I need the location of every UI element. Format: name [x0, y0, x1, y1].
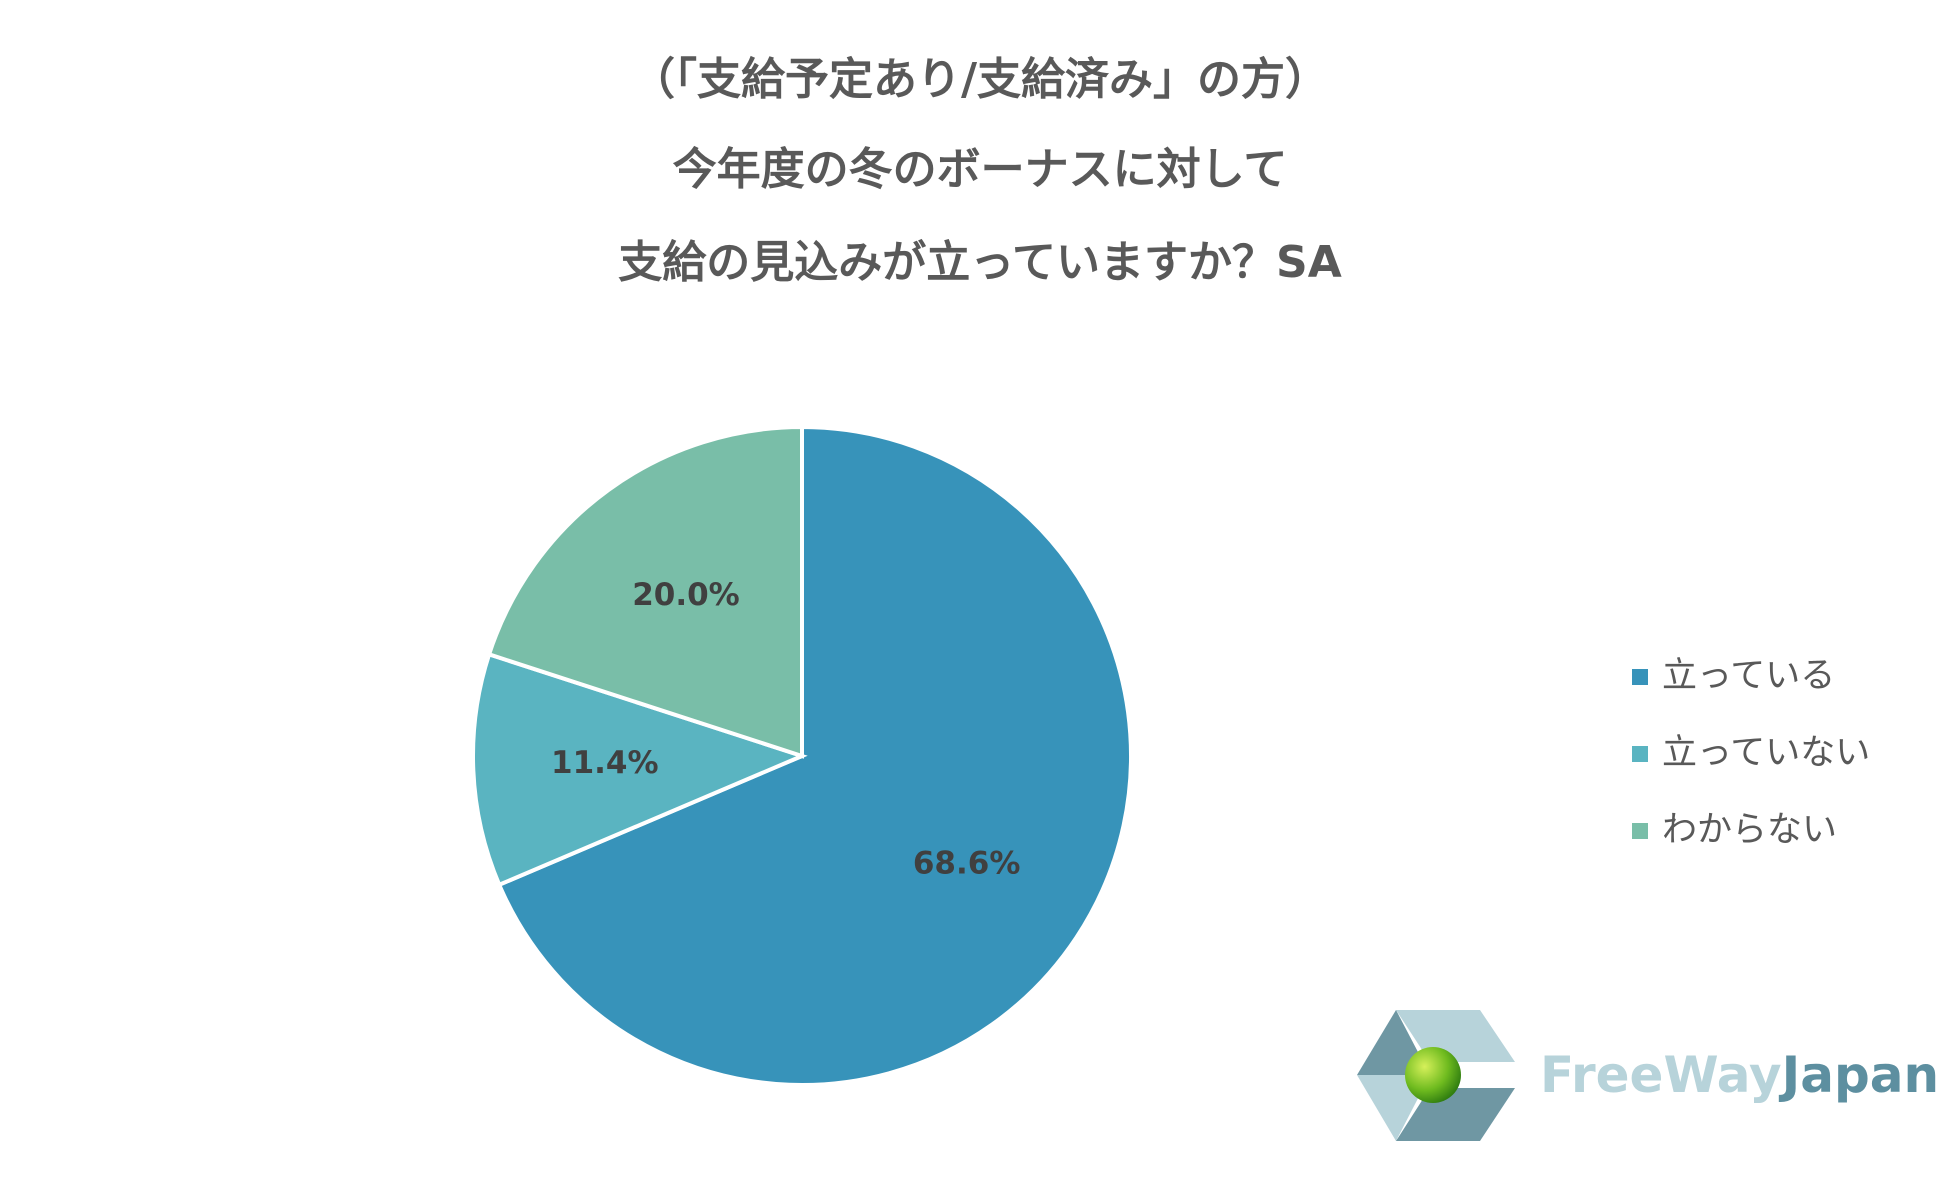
- logo-text: FreeWayJapan: [1540, 1046, 1939, 1104]
- logo-text-part: FreeWay: [1540, 1046, 1782, 1104]
- logo-text-part: Japan: [1779, 1046, 1939, 1104]
- data-label: 11.4%: [551, 745, 659, 781]
- pie-slice: [496, 424, 1133, 1087]
- legend-swatch: [1632, 823, 1648, 839]
- legend-label: わからない: [1662, 810, 1837, 850]
- data-label: 20.0%: [632, 577, 740, 613]
- legend-label: 立っている: [1662, 656, 1835, 696]
- chart-title: 今年度の冬のボーナスに対して: [673, 144, 1288, 195]
- pie-slice: [471, 651, 808, 888]
- logo-ball: [1405, 1047, 1461, 1103]
- data-label: 68.6%: [913, 845, 1021, 881]
- chart-title: 支給の見込みが立っていますか？SA: [618, 237, 1342, 288]
- legend-label: 立っていない: [1662, 733, 1870, 773]
- logo: FreeWayJapan: [1357, 1010, 1939, 1141]
- legend-swatch: [1632, 669, 1648, 685]
- pie-slice: [486, 424, 804, 759]
- legend-swatch: [1632, 746, 1648, 762]
- chart-title: （「支給予定あり/支給済み」の方）: [631, 54, 1329, 105]
